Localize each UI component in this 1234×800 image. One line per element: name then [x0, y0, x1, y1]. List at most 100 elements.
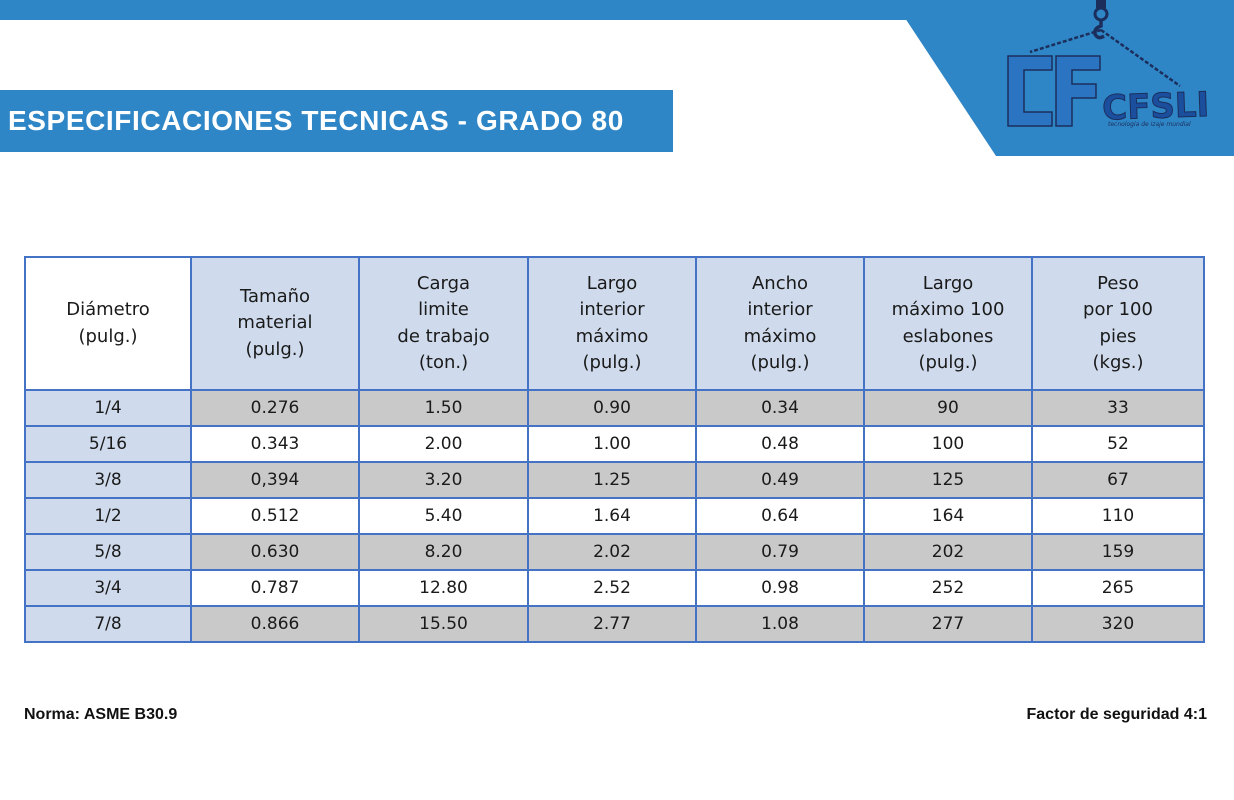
safety-factor-note: Factor de seguridad 4:1 — [1026, 706, 1208, 723]
page-title-text: ESPECIFICACIONES TECNICAS - GRADO 80 — [8, 105, 624, 136]
table-cell: 0.630 — [190, 533, 360, 571]
chain-icon — [1029, 28, 1181, 88]
table-cell: 159 — [1031, 533, 1205, 571]
table-cell: 3.20 — [358, 461, 529, 499]
table-cell: 1/2 — [24, 497, 192, 535]
header-line: (pulg.) — [245, 338, 305, 360]
table-cell: 15.50 — [358, 605, 529, 643]
table-cell: 2.77 — [527, 605, 697, 643]
table-cell: 0.64 — [695, 497, 865, 535]
header-line: Tamaño — [239, 285, 311, 307]
logo-cf-letters — [1007, 55, 1101, 127]
header-largo-interior: Largo interior máximo (pulg.) — [527, 256, 697, 391]
table-cell: 1.25 — [527, 461, 697, 499]
table-cell: 0.34 — [695, 389, 865, 427]
table-cell: 202 — [863, 533, 1033, 571]
table-cell: 5/8 — [24, 533, 192, 571]
table-cell: 2.02 — [527, 533, 697, 571]
table-cell: 0.48 — [695, 425, 865, 463]
table-cell: 277 — [863, 605, 1033, 643]
header-line: Largo — [586, 272, 638, 294]
table-cell: 0.98 — [695, 569, 865, 607]
header-peso: Peso por 100 pies (kgs.) — [1031, 256, 1205, 391]
header-line: interior — [747, 299, 813, 320]
header-line: (kgs.) — [1092, 352, 1144, 373]
header-line: máximo — [575, 325, 649, 347]
table-cell: 164 — [863, 497, 1033, 535]
table-row: 1/2 0.512 5.40 1.64 0.64 164 110 — [24, 497, 1205, 535]
table-cell: 125 — [863, 461, 1033, 499]
table-cell: 0.90 — [527, 389, 697, 427]
table-cell: 110 — [1031, 497, 1205, 535]
table-cell: 100 — [863, 425, 1033, 463]
header-line: (pulg.) — [582, 352, 642, 373]
header-line: por 100 — [1083, 299, 1153, 320]
table-cell: 1/4 — [24, 389, 192, 427]
header-carga-limite: Carga limite de trabajo (ton.) — [358, 256, 529, 391]
table-cell: 12.80 — [358, 569, 529, 607]
table-cell: 2.52 — [527, 569, 697, 607]
table-cell: 8.20 — [358, 533, 529, 571]
header-line: limite — [418, 299, 469, 320]
table-row: 3/4 0.787 12.80 2.52 0.98 252 265 — [24, 569, 1205, 607]
specifications-table: Diámetro (pulg.) Tamaño material (pulg.)… — [24, 256, 1205, 643]
table-cell: 0.866 — [190, 605, 360, 643]
header-line: Diámetro — [66, 299, 150, 320]
header-line: pies — [1099, 325, 1137, 347]
header-diametro: Diámetro (pulg.) — [24, 256, 192, 391]
table-cell: 52 — [1031, 425, 1205, 463]
table-row: 3/8 0,394 3.20 1.25 0.49 125 67 — [24, 461, 1205, 499]
table-cell: 1.64 — [527, 497, 697, 535]
table-cell: 0.49 — [695, 461, 865, 499]
table-row: 5/16 0.343 2.00 1.00 0.48 100 52 — [24, 425, 1205, 463]
table-cell: 1.50 — [358, 389, 529, 427]
table-cell: 3/4 — [24, 569, 192, 607]
table-header-row: Diámetro (pulg.) Tamaño material (pulg.)… — [24, 256, 1205, 391]
crane-hook-icon — [1093, 0, 1109, 40]
page-title: ESPECIFICACIONES TECNICAS - GRADO 80 — [0, 90, 673, 152]
table-cell: 1.00 — [527, 425, 697, 463]
header-tamano-material: Tamaño material (pulg.) — [190, 256, 360, 391]
table-cell: 0.343 — [190, 425, 360, 463]
table-cell: 0.79 — [695, 533, 865, 571]
header-line: (ton.) — [418, 352, 469, 373]
table-cell: 2.00 — [358, 425, 529, 463]
header-largo-maximo: Largo máximo 100 eslabones (pulg.) — [863, 256, 1033, 391]
logo-wordmark: CFSLING — [1102, 83, 1210, 129]
header-line: material — [237, 312, 313, 334]
table-row: 1/4 0.276 1.50 0.90 0.34 90 33 — [24, 389, 1205, 427]
table-cell: 0.512 — [190, 497, 360, 535]
table-cell: 5.40 — [358, 497, 529, 535]
table-cell: 1.08 — [695, 605, 865, 643]
table-cell: 90 — [863, 389, 1033, 427]
table-cell: 7/8 — [24, 605, 192, 643]
table-cell: 33 — [1031, 389, 1205, 427]
header-ancho-interior: Ancho interior máximo (pulg.) — [695, 256, 865, 391]
header-line: de trabajo — [397, 325, 490, 347]
table-cell: 265 — [1031, 569, 1205, 607]
header-line: (pulg.) — [750, 352, 810, 373]
header-line: Largo — [922, 272, 974, 294]
table-cell: 5/16 — [24, 425, 192, 463]
table-cell: 252 — [863, 569, 1033, 607]
header-line: (pulg.) — [78, 325, 138, 347]
table-cell: 0.276 — [190, 389, 360, 427]
header-line: máximo 100 — [891, 299, 1005, 320]
header-line: (pulg.) — [918, 352, 978, 373]
header-line: interior — [579, 299, 645, 320]
table-cell: 320 — [1031, 605, 1205, 643]
table-cell: 67 — [1031, 461, 1205, 499]
table-row: 5/8 0.630 8.20 2.02 0.79 202 159 — [24, 533, 1205, 571]
table-cell: 0,394 — [190, 461, 360, 499]
header-line: eslabones — [902, 325, 994, 347]
cfsling-logo: CFSLING tecnologia de izaje mundial — [1000, 0, 1210, 140]
table-cell: 3/8 — [24, 461, 192, 499]
header-line: Ancho — [751, 272, 809, 294]
header-line: Peso — [1097, 272, 1139, 294]
header-line: máximo — [743, 325, 817, 347]
top-band — [0, 0, 1234, 20]
norma-note: Norma: ASME B30.9 — [24, 706, 178, 723]
header-line: Carga — [416, 272, 471, 294]
logo-tagline: tecnologia de izaje mundial — [1108, 121, 1191, 128]
table-row: 7/8 0.866 15.50 2.77 1.08 277 320 — [24, 605, 1205, 643]
